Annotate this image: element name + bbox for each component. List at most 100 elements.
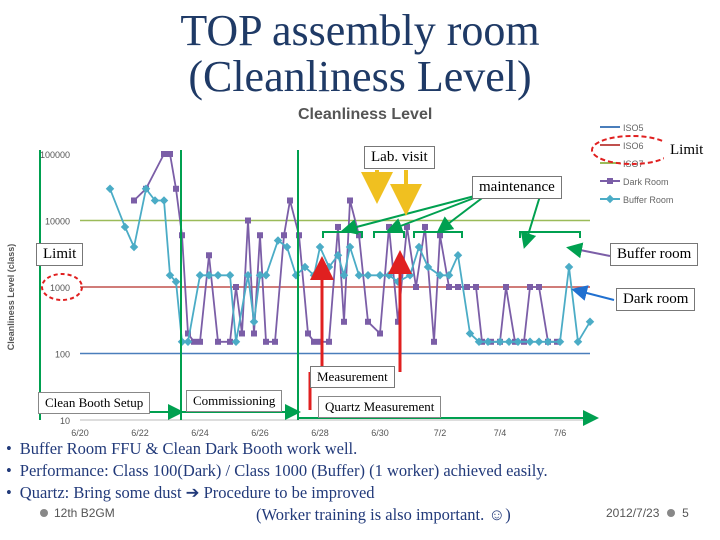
maintenance-arrow <box>520 195 541 249</box>
data-point-buffer-room <box>513 337 523 347</box>
data-point-dark-room <box>422 223 428 230</box>
slide-title-line1: TOP assembly room <box>180 6 540 55</box>
buffer-room-arrow <box>566 242 611 259</box>
x-tick-label: 7/6 <box>554 428 567 438</box>
data-point-dark-room <box>245 217 251 224</box>
data-point-buffer-room <box>255 271 265 280</box>
legend-label: Dark Room <box>623 177 669 187</box>
data-point-buffer-room <box>213 271 223 280</box>
data-point-dark-room <box>257 232 263 239</box>
bullet-item: • Performance: Class 100(Dark) / Class 10… <box>6 461 548 480</box>
data-point-buffer-room <box>585 317 595 327</box>
data-point-buffer-room <box>363 271 373 280</box>
data-point-dark-room <box>413 284 419 290</box>
maintenance-label: maintenance <box>472 176 562 199</box>
data-point-dark-room <box>536 284 542 290</box>
y-tick-label: 10000 <box>45 217 70 227</box>
clean-booth-setup-label: Clean Booth Setup <box>38 392 151 414</box>
data-point-buffer-room <box>183 337 193 347</box>
limit-right-label: Limit <box>664 140 710 161</box>
x-tick-label: 6/30 <box>371 428 389 438</box>
data-point-buffer-room <box>243 271 253 280</box>
limit-left-label: Limit <box>36 243 84 266</box>
data-point-dark-room <box>167 151 173 157</box>
legend-label: ISO6 <box>623 141 644 151</box>
data-point-dark-room <box>431 338 437 345</box>
data-point-dark-room <box>377 330 383 337</box>
data-point-dark-room <box>527 284 533 290</box>
data-point-dark-room <box>464 284 470 290</box>
data-point-dark-room <box>287 197 293 204</box>
data-point-buffer-room <box>444 271 454 280</box>
data-point-buffer-room <box>435 271 445 280</box>
data-point-buffer-room <box>483 337 493 347</box>
data-point-buffer-room <box>129 242 139 252</box>
footer-dot-icon <box>40 509 48 517</box>
data-point-buffer-room <box>249 317 259 327</box>
x-tick-label: 7/2 <box>434 428 447 438</box>
data-point-buffer-room <box>543 337 553 347</box>
data-point-dark-room <box>365 318 371 325</box>
data-point-dark-room <box>404 223 410 230</box>
data-point-dark-room <box>455 284 461 290</box>
data-point-buffer-room <box>573 337 583 347</box>
data-point-buffer-room <box>165 271 175 280</box>
data-point-dark-room <box>311 338 317 345</box>
data-point-dark-room <box>197 338 203 345</box>
data-point-dark-room <box>317 338 323 345</box>
limit-1000-highlight-ellipse <box>41 273 83 301</box>
data-point-dark-room <box>503 284 509 290</box>
data-point-buffer-room <box>345 242 355 252</box>
slide-title-line2: (Cleanliness Level) <box>188 52 532 101</box>
footer-dot-icon <box>666 509 675 517</box>
data-point-buffer-room <box>465 329 475 338</box>
data-point-dark-room <box>233 284 239 290</box>
footer-note: (Worker training is also important. ☺) <box>256 505 511 524</box>
data-point-dark-room <box>356 232 362 239</box>
data-point-buffer-room <box>141 184 151 194</box>
data-point-dark-room <box>446 284 452 290</box>
data-point-buffer-room <box>261 271 271 280</box>
data-point-dark-room <box>173 185 179 192</box>
data-point-buffer-room <box>375 271 385 280</box>
data-point-buffer-room <box>273 236 283 245</box>
data-point-buffer-room <box>150 196 160 205</box>
x-tick-label: 6/28 <box>311 428 329 438</box>
y-tick-label: 10 <box>60 416 70 426</box>
data-point-buffer-room <box>231 337 241 347</box>
data-point-dark-room <box>206 252 212 259</box>
data-point-dark-room <box>326 338 332 345</box>
data-point-dark-room <box>341 318 347 325</box>
data-point-buffer-room <box>474 337 484 347</box>
y-axis-label: Cleanliness Level (class) <box>6 244 16 351</box>
measurement-label: Measurement <box>310 366 395 388</box>
data-point-dark-room <box>185 330 191 337</box>
dark-room-arrow <box>571 285 615 301</box>
dark-room-label: Dark room <box>616 288 696 311</box>
data-point-dark-room <box>437 232 443 239</box>
data-point-dark-room <box>395 318 401 325</box>
legend-label: ISO5 <box>623 123 644 133</box>
data-point-dark-room <box>227 338 233 345</box>
data-point-buffer-room <box>564 262 574 272</box>
data-point-buffer-room <box>504 337 514 347</box>
data-point-buffer-room <box>282 242 292 252</box>
footer-date: 2012/7/23 5 <box>606 506 689 520</box>
data-point-buffer-room <box>453 251 463 260</box>
maintenance-arrow <box>341 191 491 235</box>
bullet-item: • Quartz: Bring some dust ➔ Procedure to … <box>6 483 375 502</box>
quartz-measurement-label: Quartz Measurement <box>318 396 442 418</box>
x-tick-label: 6/20 <box>71 428 89 438</box>
data-point-buffer-room <box>195 271 205 280</box>
data-point-buffer-room <box>333 251 343 260</box>
legend-label: Buffer Room <box>623 195 673 205</box>
data-point-dark-room <box>251 330 257 337</box>
data-point-buffer-room <box>300 262 310 272</box>
x-tick-label: 6/26 <box>251 428 269 438</box>
data-point-buffer-room <box>171 277 181 286</box>
data-point-buffer-room <box>534 337 544 347</box>
y-tick-label: 100 <box>55 350 70 360</box>
page-number: 5 <box>682 506 689 520</box>
bullet-item: • Buffer Room FFU & Clean Dark Booth work… <box>6 439 358 458</box>
